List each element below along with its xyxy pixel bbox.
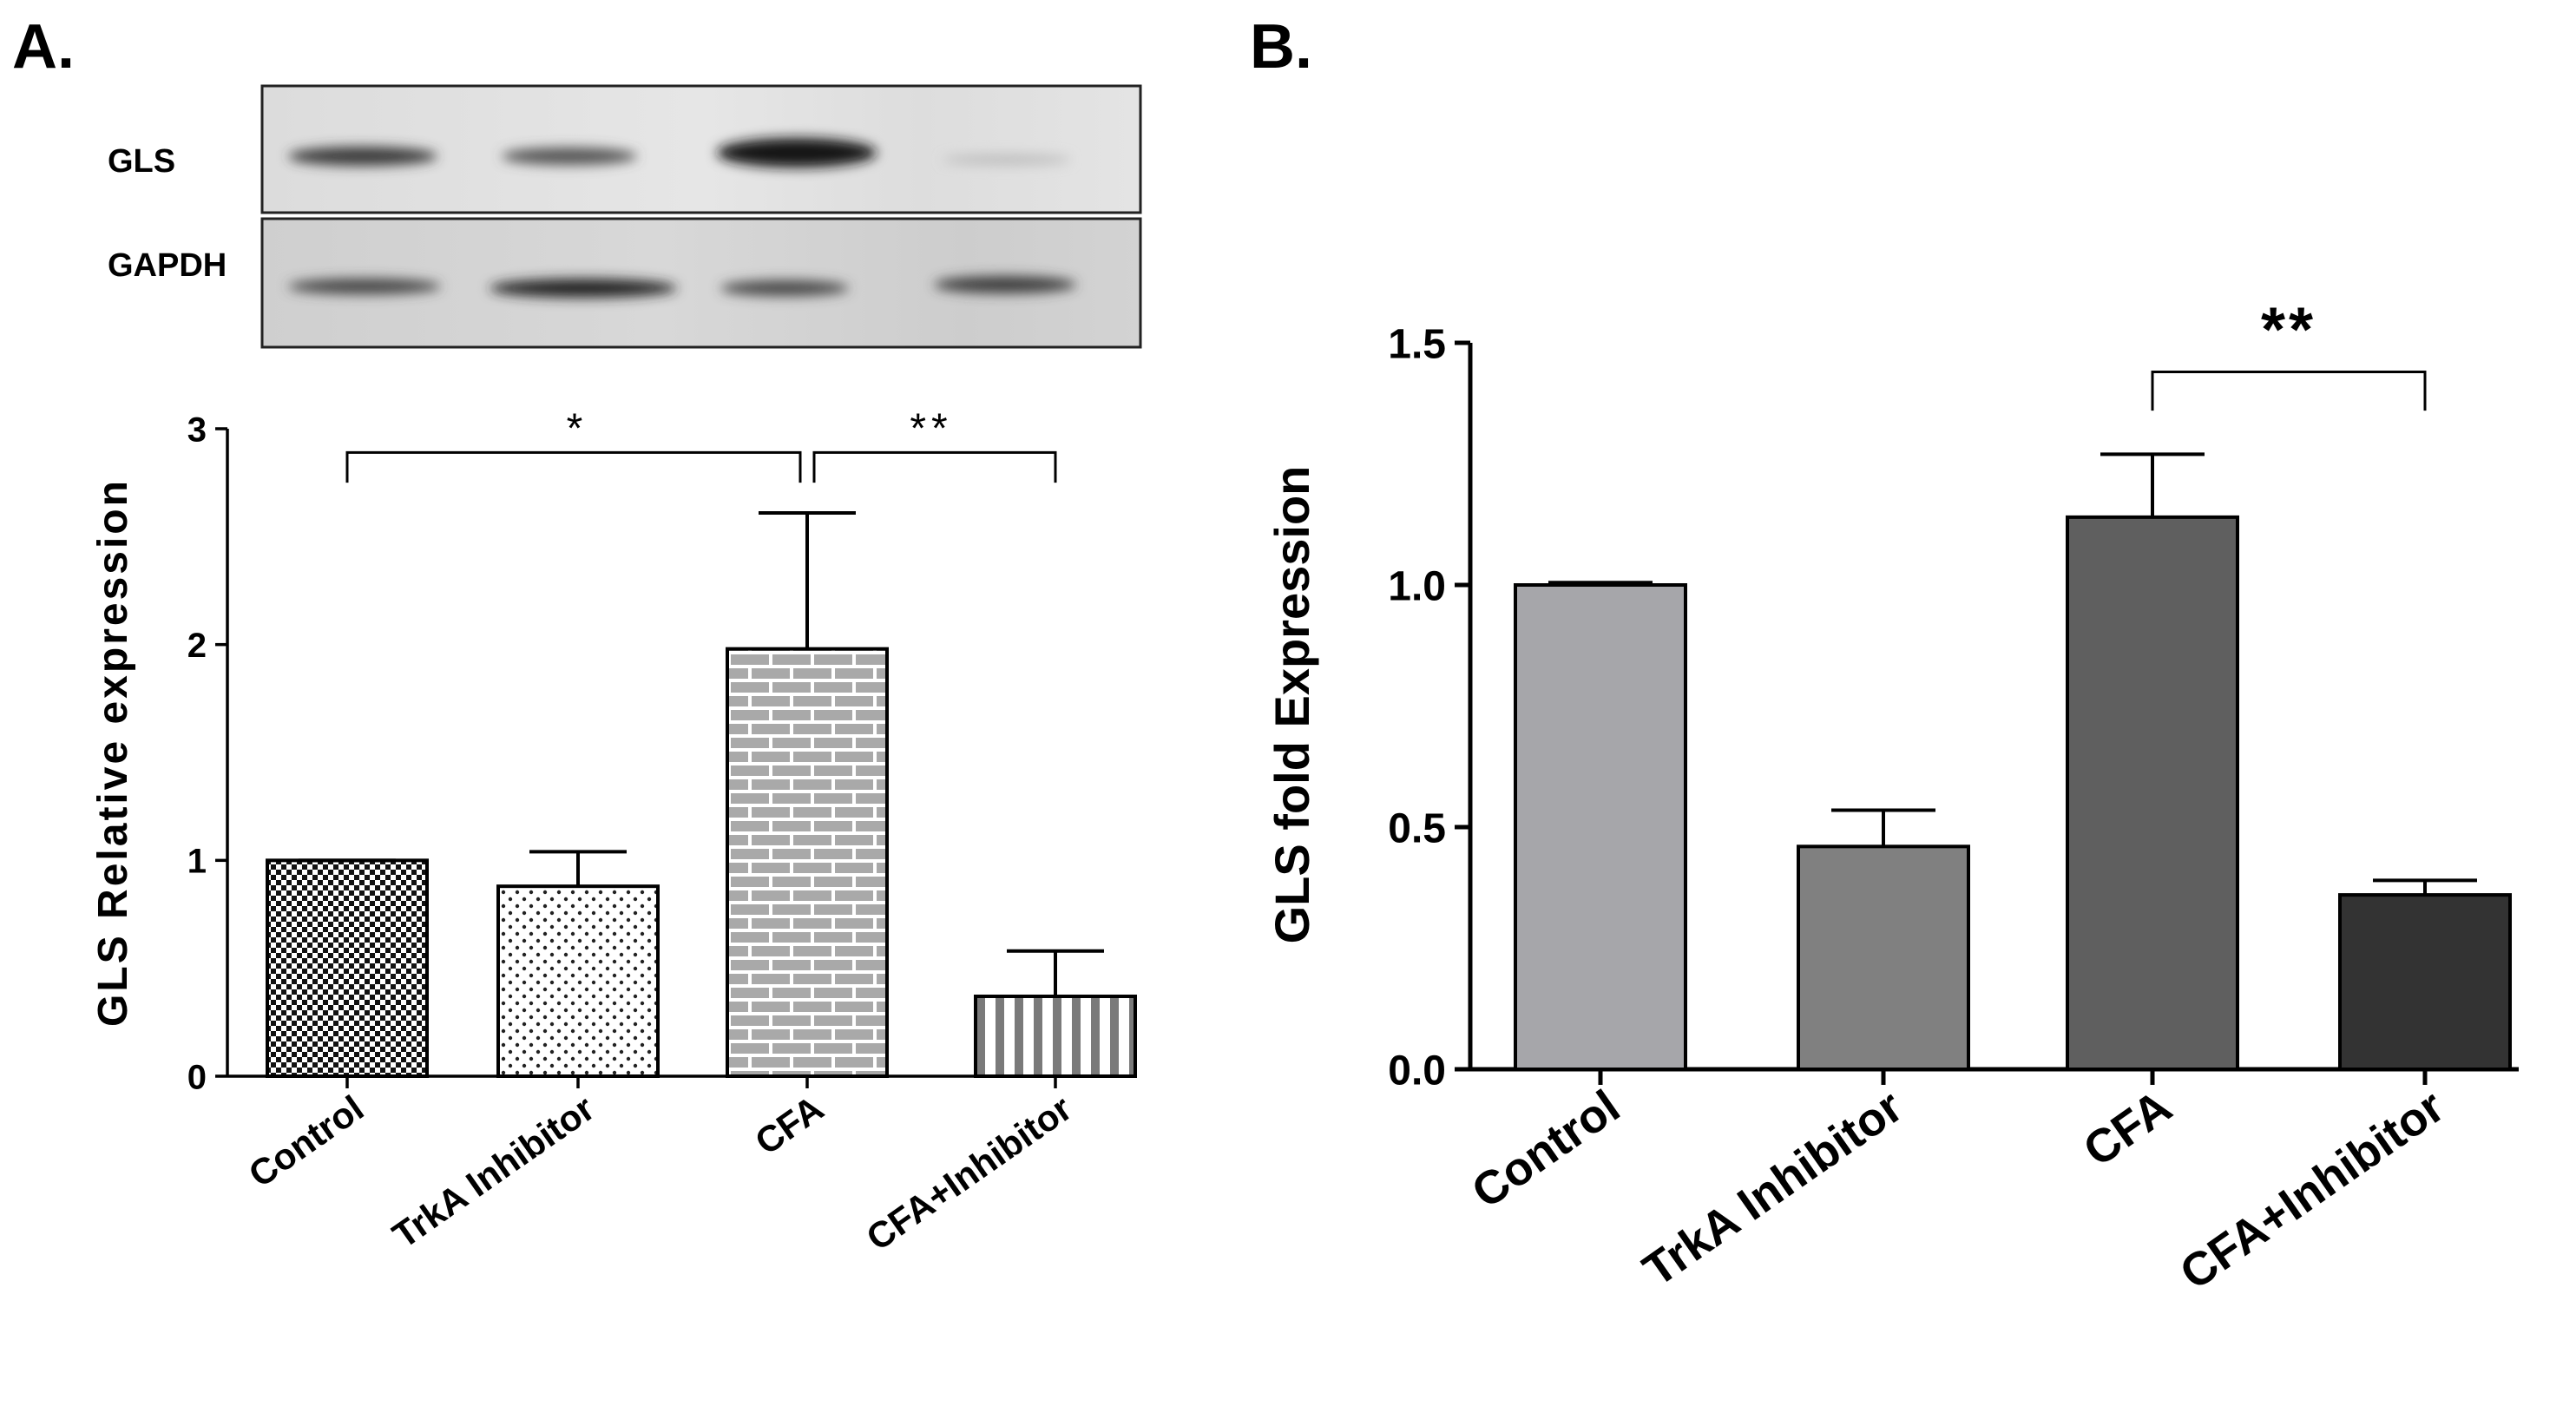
x-category-label: CFA+Inhibitor (859, 1087, 1079, 1258)
y-tick-label: 1 (187, 843, 207, 881)
chart-a: 0 1 2 3 GLS Relative expression Control TrkA I… (90, 405, 1137, 1258)
y-tick-label: 0.5 (1388, 805, 1446, 851)
significance-bracket (812, 450, 1057, 483)
significance-label: ** (910, 405, 952, 451)
bar (1797, 844, 1970, 1071)
y-tick-label: 1.5 (1388, 321, 1446, 367)
bar (726, 647, 889, 1078)
bar (2066, 515, 2239, 1071)
y-tick-label: 3 (187, 411, 207, 449)
y-axis-label: GLS Relative expression (90, 478, 136, 1027)
significance-label: * (567, 405, 588, 451)
significance-bracket (2151, 370, 2427, 411)
bar (1514, 583, 1687, 1071)
blot-label-gapdh: GAPDH (108, 247, 227, 284)
bar (974, 994, 1137, 1078)
x-category-label: Control (241, 1087, 371, 1195)
y-axis-label: GLS fold Expression (1265, 466, 1319, 944)
western-blot: GLS GAPDH (108, 84, 1142, 349)
x-category-label: TrkA Inhibitor (385, 1087, 601, 1256)
bar (2338, 893, 2512, 1071)
y-tick-label: 0.0 (1388, 1048, 1446, 1094)
panel-a-label: A. (12, 12, 75, 82)
significance-bracket (345, 450, 802, 483)
panel-b-label: B. (1250, 12, 1312, 82)
x-category-label: Control (1462, 1081, 1629, 1219)
bar (266, 858, 429, 1078)
x-category-label: CFA (747, 1087, 831, 1163)
chart-b: 0.0 0.5 1.0 1.5 GLS fold Expression Control Tr… (1265, 295, 2519, 1300)
blot-bands-gapdh (288, 276, 1076, 298)
y-tick-label: 1.0 (1388, 563, 1446, 609)
x-category-label: CFA (2074, 1081, 2181, 1177)
y-tick-label: 2 (187, 627, 207, 665)
x-category-label: TrkA Inhibitor (1634, 1081, 1912, 1297)
blot-bands-gls (288, 138, 1071, 168)
y-tick-label: 0 (187, 1058, 207, 1096)
significance-label: ** (2261, 295, 2316, 365)
blot-label-gls: GLS (108, 143, 175, 180)
bar (496, 884, 660, 1078)
x-category-label: CFA+Inhibitor (2171, 1081, 2454, 1300)
